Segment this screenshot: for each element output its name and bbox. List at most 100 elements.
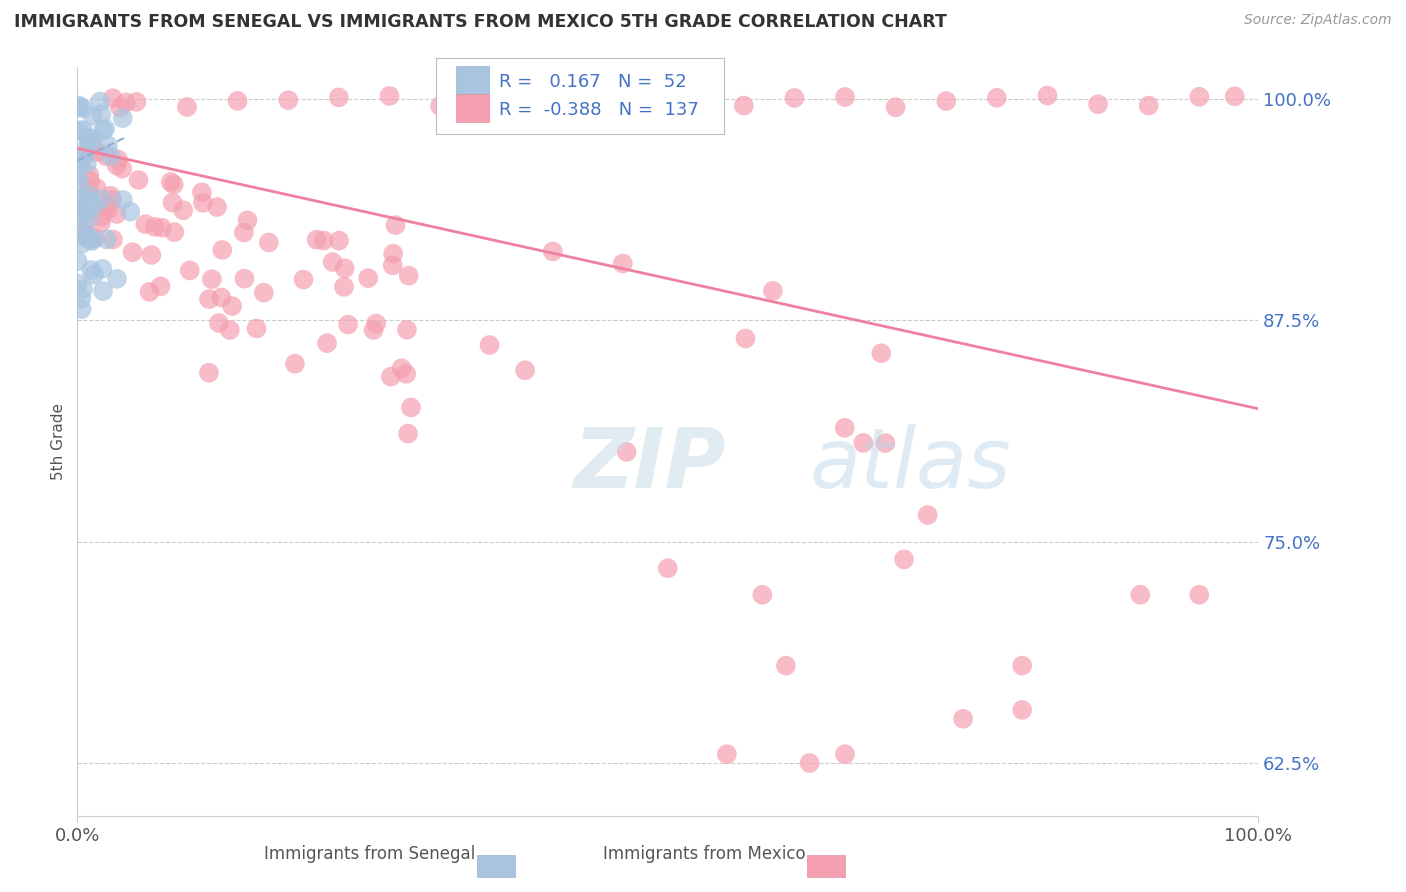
Point [79, 195, 101, 210]
Text: IMMIGRANTS FROM SENEGAL VS IMMIGRANTS FROM MEXICO 5TH GRADE CORRELATION CHART: IMMIGRANTS FROM SENEGAL VS IMMIGRANTS FR… [14, 13, 946, 31]
Point [82, 234, 104, 248]
Point [172, 203, 194, 218]
Point [366, 317, 388, 331]
Point [478, 338, 501, 352]
Point [70, 236, 93, 251]
Point [163, 178, 186, 192]
Point [631, 98, 654, 112]
Point [381, 259, 404, 273]
Point [72, 123, 94, 137]
Point [66, 254, 89, 268]
Point [105, 272, 128, 286]
Point [205, 200, 228, 214]
Point [143, 219, 166, 234]
Point [893, 552, 915, 566]
Point [253, 285, 276, 300]
Point [395, 367, 418, 381]
Point [292, 272, 315, 286]
Point [77, 134, 100, 148]
Point [612, 256, 634, 270]
Point [162, 195, 184, 210]
Point [429, 99, 451, 113]
Text: ZIP: ZIP [574, 424, 725, 505]
Point [1188, 588, 1211, 602]
Point [322, 255, 344, 269]
Point [775, 658, 797, 673]
Point [834, 90, 856, 104]
Point [1223, 89, 1246, 103]
Point [986, 91, 1008, 105]
Point [79, 143, 101, 157]
Point [101, 91, 124, 105]
Point [69, 178, 91, 192]
Point [834, 421, 856, 435]
Text: Immigrants from Senegal: Immigrants from Senegal [264, 846, 475, 863]
Point [179, 263, 201, 277]
Point [917, 508, 939, 522]
Point [69, 158, 91, 172]
Point [312, 234, 335, 248]
Point [111, 161, 134, 176]
Point [100, 149, 122, 163]
Point [97, 202, 120, 217]
Point [191, 195, 214, 210]
Point [159, 175, 181, 189]
Point [398, 268, 420, 283]
Point [75, 205, 97, 219]
Y-axis label: 5th Grade: 5th Grade [51, 403, 66, 480]
Point [783, 91, 806, 105]
Point [1036, 88, 1059, 103]
Point [72, 101, 94, 115]
Point [363, 323, 385, 337]
Point [79, 168, 101, 182]
Point [657, 561, 679, 575]
Point [86, 181, 108, 195]
Point [191, 186, 214, 200]
Point [91, 123, 114, 137]
Point [66, 169, 89, 184]
Point [69, 192, 91, 206]
Point [799, 756, 821, 770]
Point [357, 271, 380, 285]
Point [541, 244, 564, 259]
Point [134, 217, 156, 231]
Point [90, 216, 112, 230]
Point [221, 299, 243, 313]
Point [82, 132, 104, 146]
Point [70, 291, 93, 305]
Point [1011, 703, 1033, 717]
Point [73, 227, 96, 241]
Point [337, 318, 360, 332]
Point [257, 235, 280, 250]
Point [734, 331, 756, 345]
Point [380, 369, 402, 384]
Point [91, 261, 114, 276]
Point [328, 234, 350, 248]
Point [90, 192, 112, 206]
Point [581, 99, 603, 113]
Point [120, 204, 142, 219]
Point [80, 263, 103, 277]
Point [101, 193, 124, 207]
Point [76, 130, 98, 145]
Point [935, 94, 957, 108]
Point [1011, 658, 1033, 673]
Point [125, 95, 148, 109]
Point [66, 156, 89, 170]
Point [111, 111, 134, 125]
Point [208, 316, 231, 330]
Point [378, 89, 401, 103]
Point [198, 366, 221, 380]
Text: Immigrants from Mexico: Immigrants from Mexico [603, 846, 806, 863]
Point [77, 188, 100, 202]
Point [333, 261, 356, 276]
Point [107, 153, 129, 167]
Point [391, 361, 413, 376]
Point [226, 94, 249, 108]
Point [1137, 98, 1160, 112]
Point [218, 323, 240, 337]
Point [884, 100, 907, 114]
Point [328, 90, 350, 104]
Point [111, 193, 134, 207]
Point [89, 95, 111, 109]
